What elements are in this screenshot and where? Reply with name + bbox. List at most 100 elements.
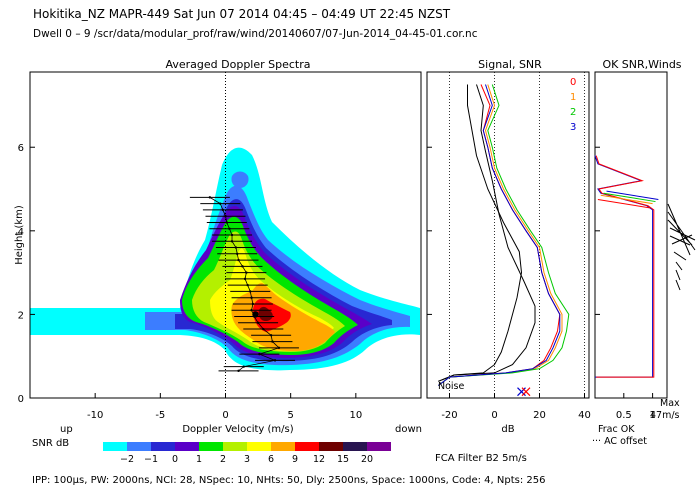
colorbar-tick-label: 0	[172, 454, 178, 465]
snr-colorbar: SNR dB −2 −1 0 1 2 3 6 9 12 15 20	[32, 438, 391, 465]
signal-series	[437, 84, 570, 397]
colorbar-swatch	[175, 442, 199, 451]
profile-segment	[251, 297, 254, 305]
figure-title: Hokitika_NZ MAPR-449 Sat Jun 07 2014 04:…	[33, 7, 451, 21]
colorbar-tick-label: 9	[292, 454, 298, 465]
signal-series-1	[437, 84, 563, 386]
profile-segment	[225, 216, 228, 223]
spectra-ytick-label: 6	[18, 143, 24, 154]
colorbar-swatch	[127, 442, 151, 451]
colorbar-tick-label: 20	[361, 454, 373, 465]
signal-xtick-label: 40	[578, 410, 591, 421]
profile-segment	[231, 241, 237, 248]
colorbar-tick-label: 15	[337, 454, 349, 465]
spectra-xtick-label: -5	[155, 410, 165, 421]
profile-segment	[236, 253, 239, 261]
spectra-heatmap	[30, 147, 420, 371]
colorbar-swatch	[367, 442, 391, 451]
spectra-ytick-label: 4	[18, 227, 24, 238]
ok-xtick-label: 0.5	[616, 410, 632, 421]
wind-barbs	[667, 203, 696, 291]
profile-segment	[219, 203, 224, 211]
colorbar-tick-label: −1	[144, 454, 158, 465]
colorbar-tick-label: 12	[313, 454, 325, 465]
colorbar-tick-label: 1	[196, 454, 202, 465]
max-value: 47m/s	[650, 410, 680, 421]
signal-legend-entry: 0	[570, 77, 576, 88]
wind-barb-arrows	[667, 203, 696, 291]
ok-frac-transition	[600, 194, 653, 205]
signal-xtick-label: 0	[491, 410, 497, 421]
profile-segment	[209, 197, 221, 204]
colorbar-swatch	[295, 442, 319, 451]
profile-segment	[238, 259, 243, 267]
ok-series	[594, 155, 659, 378]
spectra-xtick-label: 10	[349, 410, 362, 421]
spectra-ytick-label: 0	[18, 394, 24, 405]
profile-segment	[222, 209, 226, 217]
profile-segment	[244, 278, 249, 286]
spectra-title: Averaged Doppler Spectra	[165, 58, 310, 71]
signal-xtick-label: 20	[533, 410, 546, 421]
ac-offset-note: ··· AC offset	[592, 436, 647, 447]
colorbar-tick-label: 6	[268, 454, 274, 465]
profile-segment	[259, 347, 280, 355]
fca-filter-note: FCA Filter B2 5m/s	[435, 453, 527, 464]
profile-segment	[242, 266, 247, 273]
signal-noise-right	[438, 84, 536, 382]
spectra-xtick-label: -10	[87, 410, 103, 421]
spectra-xtick-label: 0	[222, 410, 228, 421]
signal-series-0	[437, 84, 561, 386]
signal-series-3	[437, 84, 561, 386]
signal-panel: Signal, SNR -20 0 20 40 0 1 2 3 Noise dB	[426, 58, 591, 435]
signal-frame	[426, 71, 590, 399]
spectra-up-note: up	[60, 424, 73, 435]
spectra-down-note: down	[395, 424, 422, 435]
colorbar-tick-label: 2	[220, 454, 226, 465]
spectra-ytick-label: 2	[18, 310, 24, 321]
colorbar-swatch	[103, 442, 127, 451]
profile-segment	[257, 322, 264, 330]
acquisition-params: IPP: 100µs, PW: 2000ns, NCI: 28, NSpec: …	[32, 475, 545, 486]
signal-xlabel: dB	[501, 424, 514, 435]
profile-segment	[270, 335, 273, 342]
spectra-profile	[189, 196, 299, 373]
colorbar-tick-label: 3	[244, 454, 250, 465]
ok-title: OK SNR,Winds	[602, 58, 681, 71]
ok-axes: 0.5 1	[595, 146, 656, 421]
ok-frame	[594, 71, 668, 399]
profile-segment	[238, 366, 244, 372]
signal-legend-entry: 3	[570, 122, 576, 133]
ok-xtick-label: 1	[649, 410, 655, 421]
profile-segment	[263, 328, 272, 336]
colorbar-swatch	[199, 442, 223, 451]
spectra-ylabel: Height (km)	[14, 205, 25, 265]
ok-xlabel: Frac OK	[598, 424, 635, 435]
ok-frac-line-alt	[595, 155, 655, 378]
profile-segment	[235, 247, 238, 254]
noise-label: Noise	[438, 381, 465, 392]
signal-xtick-label: -20	[441, 410, 457, 421]
signal-title: Signal, SNR	[478, 58, 542, 71]
spectra-panel: Averaged Doppler Spectra -10 -5 0 5 10 0 2 4 6 D…	[14, 58, 422, 435]
profile-segment	[253, 316, 259, 323]
upper-cyan-lobe	[231, 171, 249, 188]
ok-frac-transition	[606, 190, 659, 200]
profile-segment	[243, 359, 276, 368]
signal-legend-entry: 2	[570, 107, 576, 118]
ok-frac-line	[594, 155, 654, 378]
profile-segment	[259, 353, 276, 361]
signal-legend-entry: 1	[570, 92, 576, 103]
max-label: Max	[660, 398, 680, 409]
profile-segment	[251, 303, 254, 311]
spectra-axes: -10 -5 0 5 10 0 2 4 6	[18, 143, 363, 421]
profile-segment	[247, 285, 251, 292]
ok-frac-transition	[597, 198, 650, 209]
spectra-xlabel: Doppler Velocity (m/s)	[182, 424, 293, 435]
profile-segment	[249, 291, 252, 298]
colorbar-tick-label: −2	[120, 454, 134, 465]
spectra-peak-point	[252, 311, 259, 318]
signal-axes: -20 0 20 40	[427, 72, 591, 421]
signal-legend: 0 1 2 3	[570, 77, 576, 133]
signal-cross-marker	[521, 387, 531, 397]
